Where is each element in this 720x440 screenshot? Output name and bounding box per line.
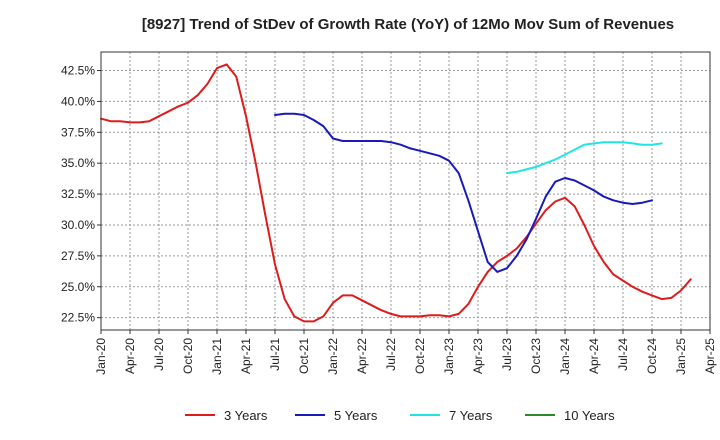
x-tick-label: Jul-24	[616, 338, 630, 371]
legend-label-7-years: 7 Years	[449, 408, 493, 423]
y-tick-label: 35.0%	[61, 156, 95, 170]
series-line-3-years	[100, 63, 692, 323]
series-line-5-years	[274, 112, 653, 273]
y-tick-label: 22.5%	[61, 311, 95, 325]
x-tick-label: Jul-21	[268, 338, 282, 371]
y-tick-label: 40.0%	[61, 94, 95, 108]
y-tick-label: 42.5%	[61, 64, 95, 78]
x-tick-label: Oct-22	[413, 338, 427, 374]
plot-frame	[100, 51, 711, 331]
x-tick-label: Jul-22	[384, 338, 398, 371]
series-line-7-years	[506, 141, 663, 175]
x-tick-label: Apr-23	[471, 338, 485, 374]
x-tick-label: Jan-22	[326, 338, 340, 375]
y-tick-label: 30.0%	[61, 218, 95, 232]
x-tick-label: Apr-25	[703, 338, 717, 374]
legend-label-3-years: 3 Years	[224, 408, 268, 423]
x-tick-label: Jan-21	[210, 338, 224, 375]
x-tick-label: Apr-21	[239, 338, 253, 374]
legend-label-10-years: 10 Years	[564, 408, 615, 423]
x-tick-label: Jul-23	[500, 338, 514, 371]
x-tick-label: Jul-20	[152, 338, 166, 371]
x-tick-label: Apr-22	[355, 338, 369, 374]
x-tick-label: Jan-25	[674, 338, 688, 375]
legend-label-5-years: 5 Years	[334, 408, 378, 423]
x-tick-label: Oct-23	[529, 338, 543, 374]
series-lines	[100, 63, 692, 323]
x-tick-label: Jan-23	[442, 338, 456, 375]
y-tick-label: 37.5%	[61, 125, 95, 139]
y-tick-label: 32.5%	[61, 187, 95, 201]
x-tick-label: Jan-24	[558, 338, 572, 375]
y-tick-label: 27.5%	[61, 249, 95, 263]
legend: 3 Years 5 Years 7 Years 10 Years	[185, 408, 615, 423]
x-tick-label: Apr-24	[587, 338, 601, 374]
x-tick-label: Oct-24	[645, 338, 659, 374]
x-tick-label: Jan-20	[94, 338, 108, 375]
grid	[100, 52, 711, 330]
x-tick-label: Oct-20	[181, 338, 195, 374]
chart-title: [8927] Trend of StDev of Growth Rate (Yo…	[142, 16, 674, 33]
x-axis-ticks: Jan-20 Apr-20 Jul-20 Oct-20 Jan-21 Apr-21 Jul-…	[94, 330, 717, 375]
y-axis-ticks: 22.5% 25.0% 27.5% 30.0% 32.5% 35.0% 37.5% 40.0%…	[61, 64, 101, 325]
x-tick-label: Apr-20	[123, 338, 137, 374]
y-tick-label: 25.0%	[61, 280, 95, 294]
x-tick-label: Oct-21	[297, 338, 311, 374]
